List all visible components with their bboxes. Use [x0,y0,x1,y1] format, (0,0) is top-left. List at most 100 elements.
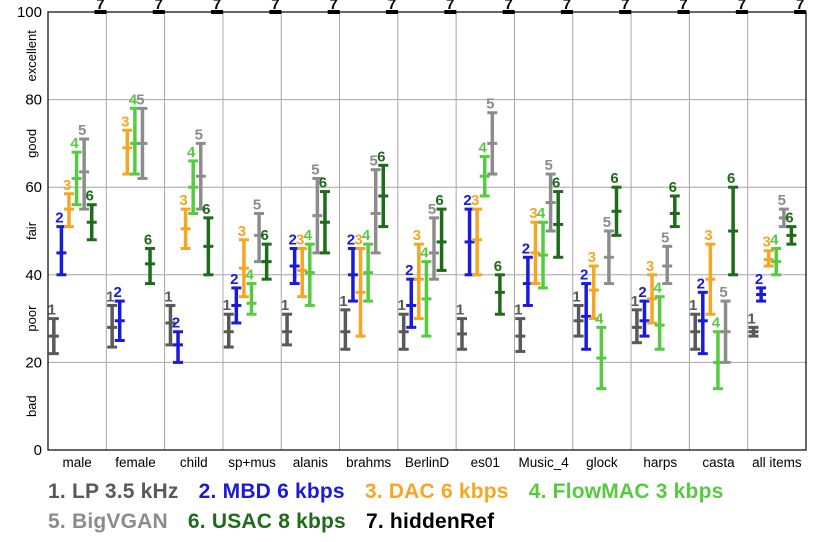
series-number-label: 5 [311,161,319,178]
series-number-label: 2 [580,267,588,284]
legend-row-1: 1. LP 3.5 kHz 2. MBD 6 kbps 3. DAC 6 kbp… [48,480,737,504]
series-number-label: 1 [48,302,56,319]
series-number-label: 2 [755,271,763,288]
series-number-label: 4 [362,227,371,244]
series-number-label: 4 [304,227,313,244]
series-number-label: 2 [522,240,530,257]
series-number-label: 7 [679,0,687,13]
series-number-label: 7 [796,0,804,13]
legend-row-2: 5. BigVGAN 6. USAC 8 kbps 7. hiddenRef [48,510,508,534]
series-number-label: 4 [770,232,779,249]
series-number-label: 6 [494,258,502,275]
series-number-label: 4 [537,205,546,222]
series-number-label: 7 [271,0,279,13]
series-number-label: 4 [712,315,721,332]
legend-item-hiddenref: 7. hiddenRef [365,510,495,533]
x-category-label: brahms [346,455,391,470]
legend-item-dac: 3. DAC 6 kbps [364,480,509,503]
series-number-label: 6 [319,175,327,192]
y-quality-label: good [24,129,39,158]
series-number-label: 3 [413,227,421,244]
series-number-label: 3 [121,113,129,130]
x-category-label: BerlinD [405,455,450,470]
series-number-label: 2 [230,271,238,288]
plot-frame [47,11,807,451]
x-category-label: harps [643,455,677,470]
series-number-label: 5 [428,201,436,218]
series-number-label: 1 [164,288,172,305]
series-number-label: 6 [785,210,793,227]
series-number-label: 1 [631,293,639,310]
series-number-label: 7 [563,0,571,13]
series-number-label: 2 [463,192,471,209]
series-number-label: 6 [86,188,94,205]
y-tick-label: 0 [34,442,42,459]
x-category-label: glock [586,455,618,470]
series-number-label: 7 [446,0,454,13]
series-number-label: 5 [603,214,611,231]
x-category-label: casta [702,455,735,470]
series-number-label: 6 [669,179,677,196]
series-number-label: 7 [621,0,629,13]
series-number-label: 1 [689,297,697,314]
y-tick-label: 60 [25,179,42,196]
series-number-label: 1 [398,297,406,314]
series-number-label: 4 [129,91,138,108]
series-number-label: 1 [456,302,464,319]
series-number-label: 5 [78,122,86,139]
series-number-label: 5 [486,96,494,113]
series-number-label: 1 [572,288,580,305]
series-number-label: 1 [339,293,347,310]
series-number-label: 5 [661,229,669,246]
x-category-label: Music_4 [518,455,569,470]
series-number-label: 1 [514,302,522,319]
series-number-label: 6 [435,192,443,209]
x-category-label: es01 [471,455,500,470]
series-number-label: 1 [106,288,114,305]
series-number-label: 7 [155,0,163,13]
x-category-label: sp+mus [228,455,276,470]
series-number-label: 5 [544,157,552,174]
y-tick-label: 80 [25,92,42,109]
series-number-label: 2 [638,284,646,301]
x-category-label: child [180,455,208,470]
series-number-label: 5 [253,196,261,213]
series-number-label: 3 [763,234,771,251]
series-number-label: 6 [552,175,560,192]
series-number-label: 2 [347,232,355,249]
series-number-label: 1 [747,310,755,327]
legend-item-flowmac: 4. FlowMAC 3 kbps [528,480,724,503]
x-category-label: all items [752,455,802,470]
series-number-label: 1 [223,297,231,314]
x-category-label: alanis [293,455,329,470]
series-number-label: 3 [471,192,479,209]
series-number-label: 4 [479,140,488,157]
series-number-label: 3 [63,177,71,194]
series-number-label: 3 [646,258,654,275]
y-tick-label: 20 [25,354,42,371]
y-quality-label: fair [24,221,39,240]
series-number-label: 1 [281,297,289,314]
x-category-label: male [63,455,92,470]
y-tick-label: 40 [25,267,42,284]
series-number-label: 4 [653,280,662,297]
series-number-label: 2 [172,315,180,332]
series-number-label: 3 [179,192,187,209]
series-number-label: 5 [370,153,378,170]
legend-item-bigvgan: 5. BigVGAN [48,510,168,533]
series-number-label: 3 [529,205,537,222]
series-number-label: 2 [288,232,296,249]
series-number-label: 2 [55,210,63,227]
series-number-label: 4 [187,144,196,161]
x-category-label: female [115,455,156,470]
series-number-label: 5 [778,192,786,209]
series-number-label: 7 [504,0,512,13]
y-tick-label: 100 [17,4,42,21]
series-number-label: 5 [719,284,727,301]
legend-item-mbd: 2. MBD 6 kbps [198,480,345,503]
series-number-label: 2 [114,284,122,301]
series-number-label: 6 [202,201,210,218]
y-quality-label: excellent [24,30,39,82]
series-number-label: 4 [245,267,254,284]
series-number-label: 7 [213,0,221,13]
